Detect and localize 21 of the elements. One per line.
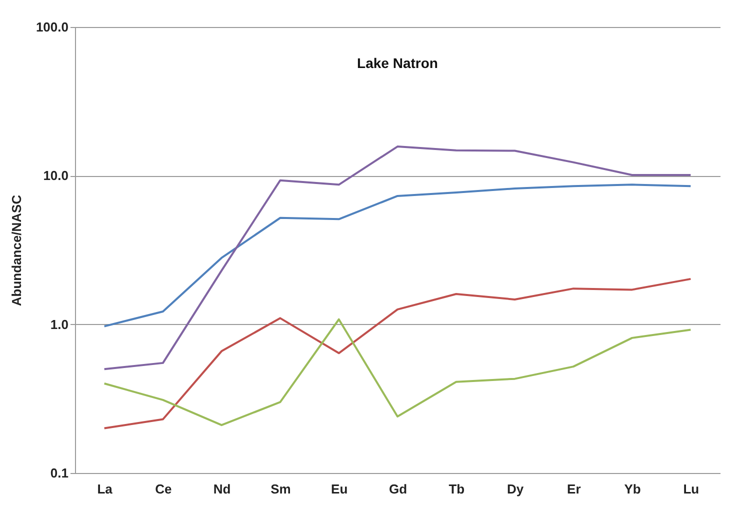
x-tick-label: Sm <box>270 482 291 496</box>
x-tick-label: Lu <box>683 482 700 496</box>
x-tick-label: La <box>97 482 114 496</box>
y-tick-label: 10.0 <box>43 168 68 184</box>
x-tick-label: Nd <box>213 482 231 496</box>
x-tick-label: Dy <box>506 482 524 496</box>
line-series <box>103 278 692 430</box>
x-tick-label: Gd <box>388 482 408 496</box>
text: Lake Natron <box>357 55 438 71</box>
y-tick-label: 1.0 <box>50 316 68 332</box>
y-tick-label: 100.0 <box>36 20 68 34</box>
x-tick-label: Yb <box>624 482 641 496</box>
line-series <box>103 146 692 370</box>
x-tick-label: Er <box>567 482 581 496</box>
y-axis-title: Abundance/NASC <box>8 194 24 306</box>
y-tick-label: 0.1 <box>50 466 68 480</box>
line-series <box>103 184 692 328</box>
x-tick-label: Tb <box>448 482 465 496</box>
line-series <box>103 318 692 426</box>
x-tick-label: Ce <box>155 482 172 496</box>
x-tick-label: Eu <box>331 482 348 496</box>
